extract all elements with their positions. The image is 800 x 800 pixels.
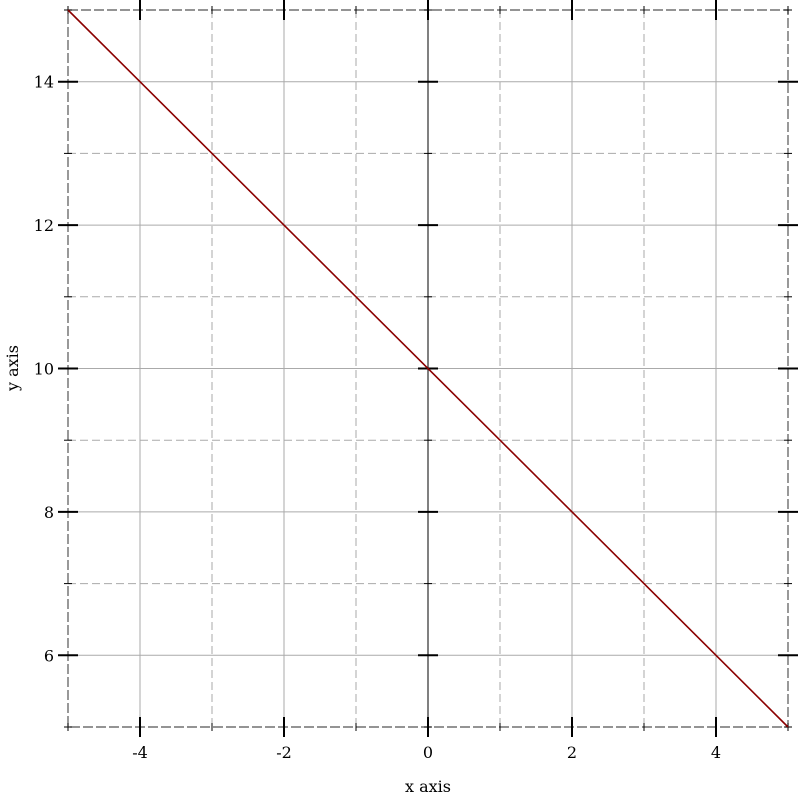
x-tick-label: -4 — [132, 743, 148, 762]
y-tick-label: 12 — [34, 216, 54, 235]
y-tick-label: 14 — [34, 73, 54, 92]
y-axis-label: y axis — [3, 345, 22, 392]
y-tick-label: 10 — [34, 360, 54, 379]
series-line — [67, 9, 789, 728]
x-axis-label: x axis — [405, 777, 451, 796]
y-tick-label: 6 — [44, 646, 54, 665]
x-tick-label: -2 — [276, 743, 292, 762]
x-tick-label: 0 — [423, 743, 433, 762]
ticks: -4 -2 0 2 4 6 8 10 12 14 — [34, 0, 798, 762]
x-tick-label: 2 — [567, 743, 577, 762]
series — [67, 9, 789, 728]
x-tick-label: 4 — [711, 743, 721, 762]
y-tick-label: 8 — [44, 503, 54, 522]
